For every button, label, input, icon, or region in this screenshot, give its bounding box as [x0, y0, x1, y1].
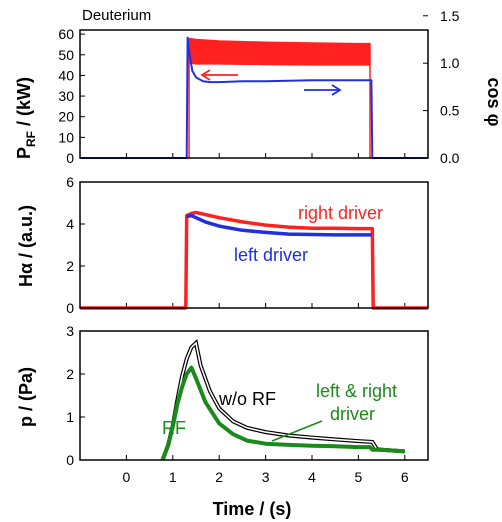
- y-tick-label: 20: [58, 109, 74, 125]
- x-tick-label: 1: [169, 469, 177, 485]
- series-line: [160, 365, 405, 461]
- y-tick-label: 10: [58, 129, 74, 145]
- y-ticks: 0 1 2 3: [66, 323, 85, 468]
- series-line: [186, 213, 372, 237]
- x-tick-label: 2: [215, 469, 223, 485]
- annotation-pointer: [271, 420, 323, 442]
- y-tick-label: 30: [58, 88, 74, 104]
- series-line-inner: [161, 341, 405, 461]
- plot-area: [160, 339, 405, 461]
- plot-area: [80, 210, 428, 310]
- y-tick-label: 40: [58, 67, 74, 83]
- y2-ticks: 0.0 0.5 1.0 1.5: [423, 8, 460, 166]
- y-ticks: 0 10 20 30 40 50 60: [58, 26, 85, 166]
- y-tick-label: 2: [66, 366, 74, 382]
- arrow-head: [331, 84, 342, 96]
- y-tick-label: 60: [58, 26, 74, 42]
- y2-tick-label: 1.0: [440, 55, 460, 71]
- series-band: [188, 37, 371, 66]
- x-ticks: [125, 153, 406, 158]
- y2-tick-label: 1.5: [440, 8, 460, 24]
- plot-frame: [79, 29, 429, 159]
- y-tick-label: 3: [66, 323, 74, 339]
- panel-halpha: Hα / (a.u.) 0 2 4 6 right driver left drive…: [16, 174, 429, 316]
- x-tick-labels: 0 1 2 3 4 5 6: [123, 469, 409, 485]
- x-axis-label: Time / (s): [213, 499, 292, 519]
- legend-left-driver: left driver: [234, 245, 308, 265]
- y-tick-label: 1: [66, 409, 74, 425]
- y-tick-label: 50: [58, 47, 74, 63]
- y-axis-label: p / (Pa): [16, 367, 36, 427]
- plot-frame: [79, 330, 429, 461]
- panel-pressure: p / (Pa) 0 1 2 3 0 1 2 3 4 5 6 w/o RF RF left & r…: [16, 323, 429, 519]
- legend-right-driver: right driver: [298, 203, 383, 223]
- annotation-left-right: left & right: [316, 381, 397, 401]
- x-tick-label: 4: [308, 469, 316, 485]
- panel-power: Deuterium PRF / (kW) cos φ 0 10 20 30 40 50 60…: [14, 7, 502, 166]
- y-tick-label: 0: [66, 150, 74, 166]
- y-tick-label: 4: [66, 216, 74, 232]
- x-tick-label: 3: [262, 469, 270, 485]
- y-tick-label: 6: [66, 174, 74, 190]
- y2-tick-label: 0.5: [440, 103, 460, 119]
- plot-area: [80, 36, 428, 159]
- y-ticks: 0 2 4 6: [66, 174, 85, 316]
- y2-axis-label: cos φ: [484, 78, 502, 127]
- x-ticks: [125, 455, 406, 460]
- y-tick-label: 0: [66, 452, 74, 468]
- x-tick-label: 0: [123, 469, 131, 485]
- plot-frame: [79, 181, 429, 309]
- annotation-wo-rf: w/o RF: [218, 389, 276, 409]
- annotation-rf: RF: [162, 418, 186, 438]
- y2-tick-label: 0.0: [440, 150, 460, 166]
- series-line: [80, 36, 428, 159]
- annotation-driver: driver: [330, 404, 375, 424]
- y-tick-label: 2: [66, 258, 74, 274]
- y-tick-label: 0: [66, 300, 74, 316]
- x-tick-label: 6: [401, 469, 409, 485]
- arrow-head: [200, 69, 211, 81]
- x-tick-label: 5: [355, 469, 363, 485]
- y-axis-label: Hα / (a.u.): [16, 205, 36, 287]
- y-axis-label: PRF / (kW): [14, 77, 38, 159]
- panel-label: Deuterium: [82, 7, 151, 24]
